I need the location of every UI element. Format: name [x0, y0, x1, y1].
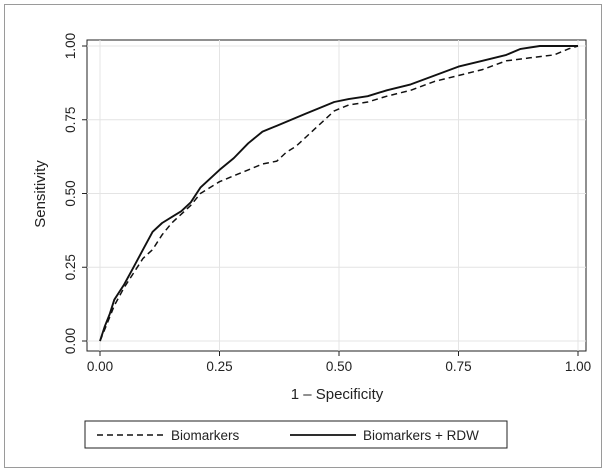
- series-group: [99, 45, 579, 342]
- plot-area: [86, 39, 587, 352]
- series-line-biomarkers: [99, 45, 579, 342]
- x-tick-label: 0.25: [206, 359, 232, 374]
- legend-label-biomarkers-rdw: Biomarkers + RDW: [363, 428, 479, 443]
- x-tick-label: 0.50: [326, 359, 352, 374]
- tick-labels: 0.00 0.25 0.50 0.75 1.00 0.00 0.25 0.50 0.75 1.00: [63, 33, 591, 374]
- y-tick-label: 0.50: [63, 180, 78, 206]
- legend-label-biomarkers: Biomarkers: [171, 428, 240, 443]
- x-tick-label: 0.75: [445, 359, 471, 374]
- axes: [82, 45, 579, 356]
- legend: Biomarkers Biomarkers + RDW: [84, 420, 508, 449]
- x-tick-label: 1.00: [565, 359, 591, 374]
- series-line-biomarkers-rdw: [99, 45, 578, 342]
- y-tick-label: 0.75: [63, 107, 78, 133]
- x-tick-label: 0.00: [87, 359, 113, 374]
- y-tick-label: 0.00: [63, 328, 78, 354]
- grid: [87, 40, 586, 351]
- y-axis-title: Sensitivity: [32, 160, 49, 228]
- x-axis-title: 1 – Specificity: [291, 386, 384, 403]
- y-tick-label: 0.25: [63, 254, 78, 280]
- y-tick-label: 1.00: [63, 33, 78, 59]
